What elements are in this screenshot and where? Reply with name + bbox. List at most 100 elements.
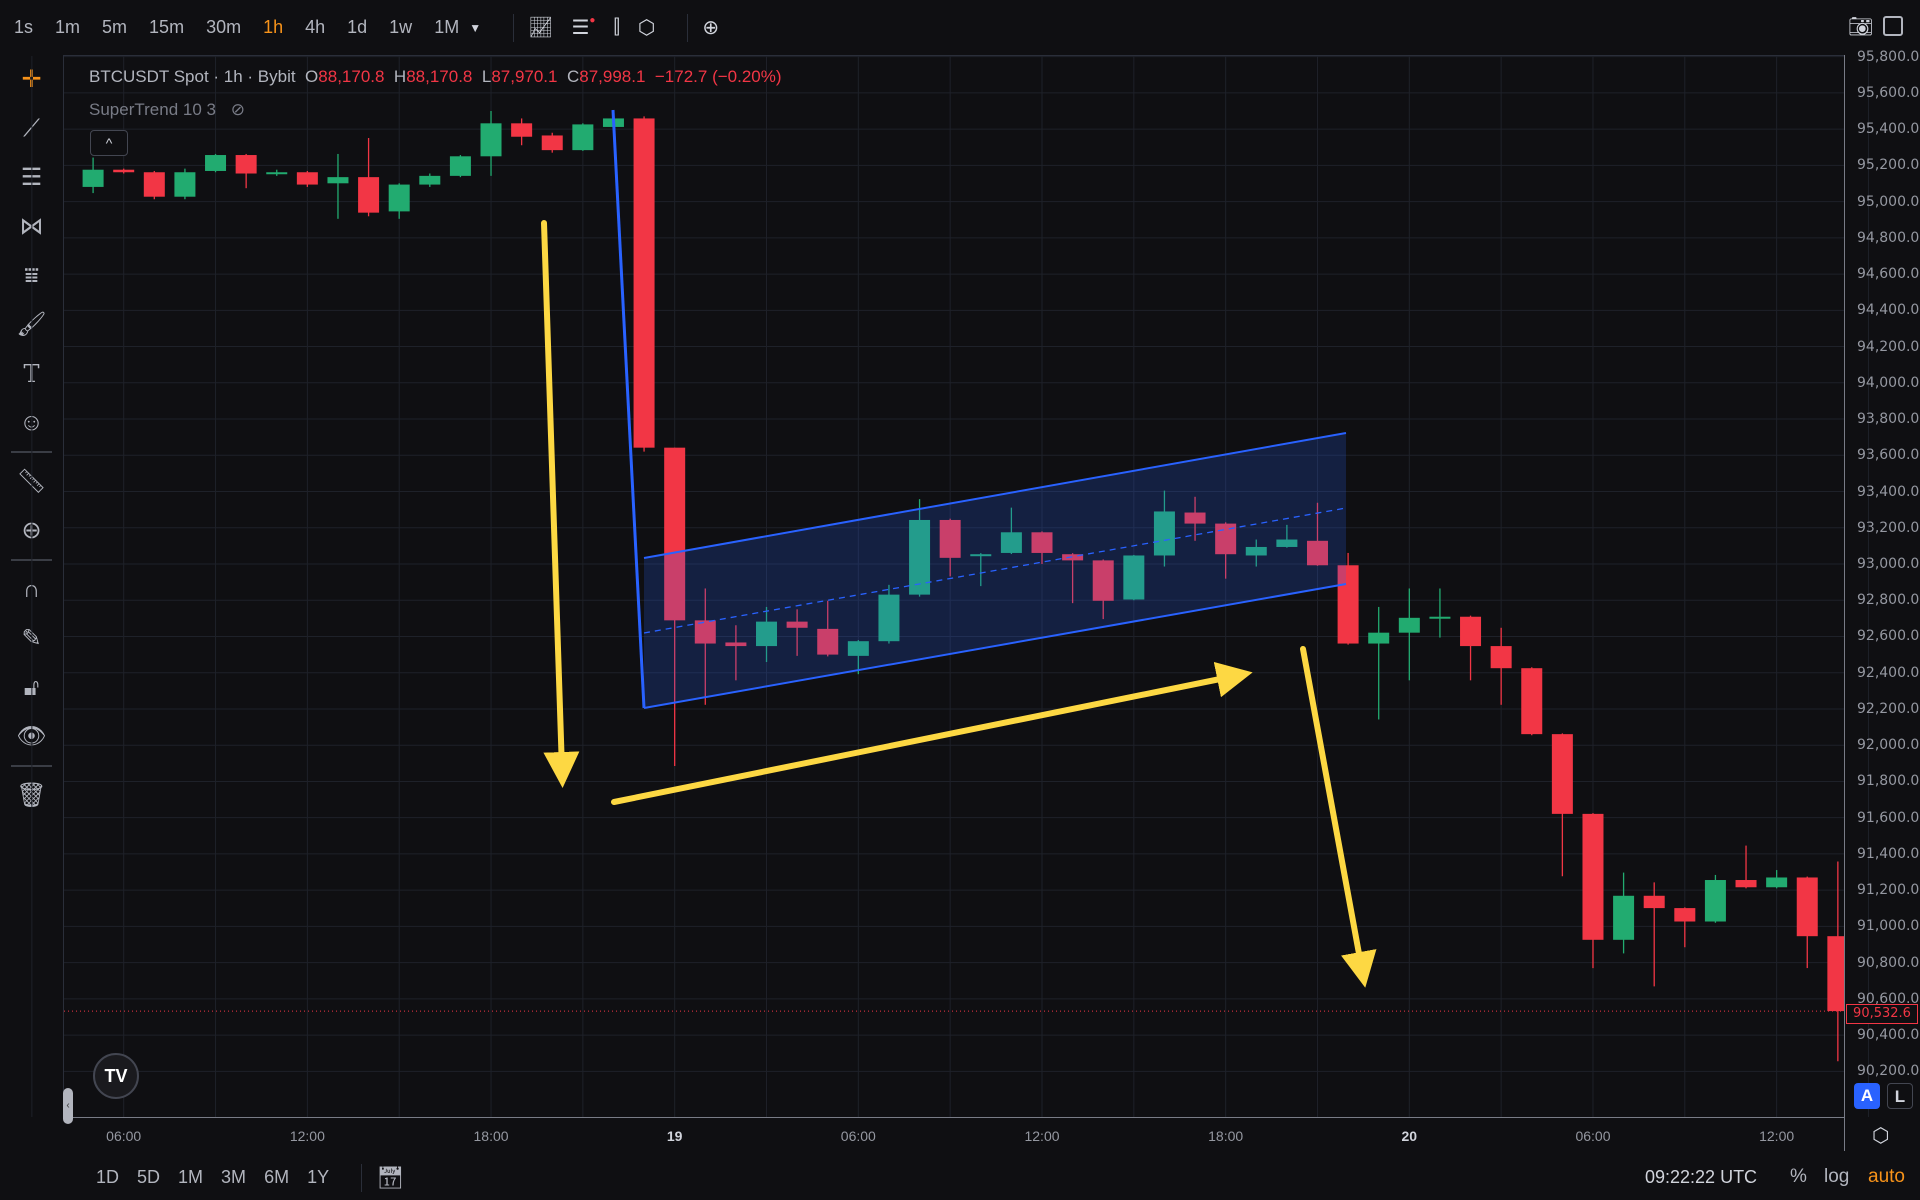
candle-body [1184,512,1206,524]
price-tick: 90,800.0 [1857,954,1920,971]
tf-1m[interactable]: 1m [55,17,81,37]
price-tick: 93,000.0 [1857,556,1920,572]
tf-1w[interactable]: 1w [389,17,413,37]
candle-body [235,155,257,174]
channel-mid-line [643,507,1347,634]
candles [82,111,1844,1062]
tradingview-logo[interactable]: TV [93,1053,139,1099]
arrow-drawing [611,661,1253,805]
time-tick: 12:00 [1759,1128,1795,1144]
time-tick: 12:00 [1024,1128,1060,1144]
divider [361,1163,363,1192]
price-tick: 94,400.0 [1857,302,1920,319]
range-5d[interactable]: 5D [137,1167,161,1187]
tf-15m[interactable]: 15m [149,17,185,37]
indicators-icon[interactable]: 📈︎ [528,17,554,39]
indicator-name[interactable]: SuperTrend 10 3 [89,100,216,119]
price-tick: 94,200.0 [1857,338,1920,355]
price-tick: 90,400.0 [1857,1027,1920,1044]
price-tick: 95,400.0 [1857,121,1920,138]
price-tick: 92,000.0 [1857,737,1920,754]
candle-body [82,169,104,187]
timeframe-dropdown-icon[interactable]: ▼ [469,20,482,35]
channel-top-line [643,432,1347,559]
price-tick: 93,400.0 [1857,483,1920,500]
candle-body [327,177,349,184]
auto-toggle[interactable]: auto [1868,1166,1905,1187]
time-tick: 18:00 [473,1128,509,1144]
range-1d[interactable]: 1D [96,1167,120,1187]
candle-body [633,118,655,448]
symbol-legend: BTCUSDT Spot · 1h · Bybit O88,170.8 H88,… [89,67,782,87]
candle-body [939,519,961,558]
range-6m[interactable]: 6M [264,1167,290,1187]
collapse-legend-button[interactable]: ^ [90,130,128,156]
open-value: 88,170.8 [318,67,385,86]
tf-30m[interactable]: 30m [206,17,242,37]
channel-bottom-line [643,583,1347,709]
low-value: 87,970.1 [491,67,558,86]
log-scale-button[interactable]: L [1887,1083,1913,1109]
time-tick: 06:00 [840,1128,876,1144]
candle-body [174,172,196,197]
price-tick: 92,400.0 [1857,664,1920,681]
log-toggle[interactable]: log [1824,1166,1850,1187]
close-label: C [566,67,580,86]
candle-body [572,124,594,151]
candle-body [1521,668,1543,735]
tf-1h[interactable]: 1h [263,17,284,37]
candle-body [1000,532,1022,553]
candle-body [1674,908,1696,922]
price-tick: 92,800.0 [1857,592,1920,609]
camera-icon[interactable]: 📷︎ [1848,16,1874,38]
candle-body [1245,546,1267,556]
symbol-title[interactable]: BTCUSDT Spot · 1h · Bybit [89,67,296,86]
arrow-drawing [541,220,580,788]
candle-body [1735,880,1757,888]
candle-body [1398,617,1420,633]
tf-4h[interactable]: 4h [305,17,326,37]
candle-body [1092,560,1114,601]
candle-body [1796,877,1818,937]
range-1m[interactable]: 1M [178,1167,204,1187]
candle-body [1460,616,1482,647]
time-tick: 06:00 [1575,1128,1611,1144]
price-axis[interactable]: 95,800.0 95,600.0 95,400.0 95,200.0 95,000.0… [1844,49,1920,1151]
close-value: 87,998.1 [579,67,646,86]
price-tick: 94,600.0 [1857,266,1920,283]
tf-1M[interactable]: 1M [434,17,460,37]
chart-pane[interactable] [63,55,1844,1117]
price-tick: 94,800.0 [1857,229,1920,246]
fullscreen-icon[interactable] [1883,16,1903,36]
goto-date-icon[interactable]: 📅︎ [376,1164,405,1190]
time-tick: 12:00 [289,1128,325,1144]
time-tick: 19 [666,1128,683,1144]
candle-body [1827,936,1844,1012]
tf-1s[interactable]: 1s [14,17,34,37]
candle-body [1429,616,1451,619]
time-tick: 06:00 [106,1128,142,1144]
collapse-toolbar-handle[interactable]: ‹ [63,1088,73,1124]
percent-toggle[interactable]: % [1790,1166,1807,1187]
clock[interactable]: 09:22:22 UTC [1645,1167,1758,1187]
add-circle-icon[interactable]: ⊕ [702,17,720,39]
auto-scale-button[interactable]: A [1854,1083,1880,1109]
range-1y[interactable]: 1Y [307,1167,330,1187]
price-tick: 94,000.0 [1857,374,1920,391]
axis-settings-icon[interactable]: ⬡ [1872,1125,1890,1147]
hidden-eye-icon[interactable]: ⊘ [230,100,245,119]
tf-5m[interactable]: 5m [102,17,128,37]
candles-icon[interactable]: ⫿ [613,16,620,38]
tf-1d[interactable]: 1d [347,17,368,37]
candle-body [1062,554,1084,561]
candle-body [786,621,808,628]
low-label: L [481,67,492,86]
divider [687,13,689,42]
range-3m[interactable]: 3M [221,1167,247,1187]
settings-hex-icon[interactable]: ⬡ [637,17,656,39]
price-tick: 95,000.0 [1857,193,1920,210]
candle-body [1123,555,1145,600]
alerts-icon[interactable]: ☰● [571,15,596,39]
time-axis[interactable]: 06:00 12:00 18:00 19 06:00 12:00 18:00 20 06:00 1… [63,1117,1844,1151]
